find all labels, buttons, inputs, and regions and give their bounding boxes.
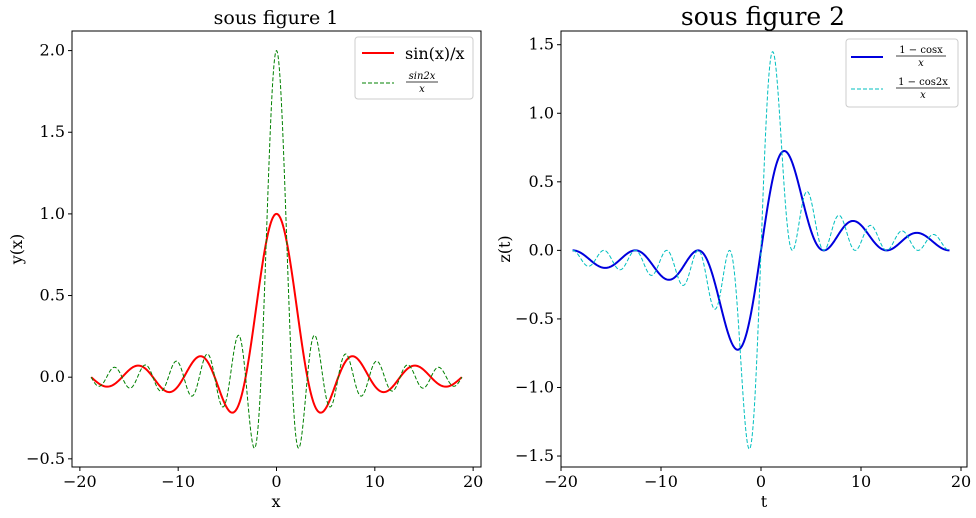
x-tick-label: −10 bbox=[644, 472, 678, 491]
series-line-0 bbox=[572, 150, 950, 351]
x-tick-label: 20 bbox=[951, 472, 971, 491]
subplot-2-title: sous figure 2 bbox=[681, 2, 845, 31]
subplot-2-x-label: t bbox=[761, 492, 768, 511]
legend-label-sinx: sin(x)/x bbox=[405, 44, 465, 63]
legend-label-sin2x: sin2x x bbox=[406, 71, 438, 95]
y-tick-label: 0.5 bbox=[529, 172, 554, 191]
subplot-2-y-label: z(t) bbox=[495, 235, 514, 262]
y-tick-label: −1.0 bbox=[515, 377, 554, 396]
subplot-1-y-label: y(x) bbox=[7, 234, 26, 266]
y-tick-label: 1.5 bbox=[40, 122, 65, 141]
subplot-2-plot-area bbox=[572, 51, 950, 450]
y-tick-label: 0.0 bbox=[529, 240, 554, 259]
legend-label-1-cosx: 1 − cosx x bbox=[896, 45, 946, 69]
x-tick-label: 0 bbox=[756, 472, 766, 491]
subplot-1-x-ticks: −20 −10 0 10 20 bbox=[63, 467, 483, 491]
subplot-1: sous figure 1 −20 −10 0 10 20 −0.5 0.0 0.5 1.0 1… bbox=[7, 7, 483, 511]
x-tick-label: −20 bbox=[544, 472, 578, 491]
legend-label-1-cos2x: 1 − cos2x x bbox=[896, 77, 950, 101]
legend-label-1-cos2x-denominator: x bbox=[920, 90, 926, 101]
subplot-2-legend: 1 − cosx x 1 − cos2x x bbox=[845, 38, 959, 108]
legend-label-sin2x-numerator: sin2x bbox=[409, 71, 436, 82]
y-tick-label: −0.5 bbox=[26, 449, 65, 468]
legend-label-sin2x-denominator: x bbox=[419, 84, 425, 95]
x-tick-label: 10 bbox=[851, 472, 871, 491]
legend-label-1-cosx-denominator: x bbox=[918, 58, 924, 69]
x-tick-label: 0 bbox=[271, 472, 281, 491]
subplot-2-y-ticks: −1.5 −1.0 −0.5 0.0 0.5 1.0 1.5 bbox=[515, 35, 561, 465]
y-tick-label: −0.5 bbox=[515, 309, 554, 328]
y-tick-label: 0.0 bbox=[40, 367, 65, 386]
series-line-0 bbox=[90, 212, 463, 414]
x-tick-label: −10 bbox=[161, 472, 195, 491]
legend-label-1-cosx-numerator: 1 − cosx bbox=[899, 45, 943, 56]
y-tick-label: 0.5 bbox=[40, 286, 65, 305]
x-tick-label: −20 bbox=[63, 472, 97, 491]
subplot-1-x-label: x bbox=[271, 492, 280, 511]
subplot-2: sous figure 2 −20 −10 0 10 20 −1.5 −1.0 −0.5 0.… bbox=[495, 2, 971, 511]
x-tick-label: 20 bbox=[463, 472, 483, 491]
legend-label-1-cos2x-numerator: 1 − cos2x bbox=[898, 77, 948, 88]
subplot-2-x-ticks: −20 −10 0 10 20 bbox=[544, 467, 971, 491]
y-tick-label: −1.5 bbox=[515, 446, 554, 465]
series-line-1 bbox=[90, 49, 463, 449]
subplot-1-title: sous figure 1 bbox=[214, 7, 339, 29]
y-tick-label: 1.0 bbox=[40, 204, 65, 223]
y-tick-label: 1.5 bbox=[529, 35, 554, 54]
subplot-2-frame bbox=[560, 30, 968, 468]
subplot-1-plot-area bbox=[90, 49, 463, 449]
y-tick-label: 1.0 bbox=[529, 103, 554, 122]
y-tick-label: 2.0 bbox=[40, 41, 65, 60]
series-line-1 bbox=[572, 51, 950, 450]
subplot-1-legend: sin(x)/x sin2x x bbox=[354, 36, 474, 100]
x-tick-label: 10 bbox=[365, 472, 385, 491]
subplot-1-y-ticks: −0.5 0.0 0.5 1.0 1.5 2.0 bbox=[26, 41, 72, 468]
